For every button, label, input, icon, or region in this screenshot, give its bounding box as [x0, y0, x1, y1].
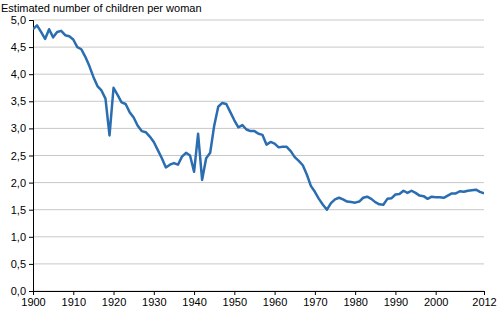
x-axis: 1900 1910 1920 1930 1940 1950 1960 1970 1980 1990… [21, 291, 496, 308]
x-tick: 2012 [472, 291, 496, 308]
y-tick: 3,0 [11, 122, 33, 134]
tick-mark [355, 291, 356, 295]
x-tick: 1970 [303, 291, 327, 308]
axis-title: Estimated number of children per woman [1, 2, 202, 14]
tick-label: 1950 [223, 296, 247, 308]
plot: 0,00,51,01,52,02,53,03,54,04,55,01900191… [11, 14, 497, 308]
y-tick: 3,5 [11, 95, 33, 107]
grid-line [33, 182, 484, 183]
tick-label: 2,5 [11, 150, 26, 162]
tick-mark [29, 47, 33, 48]
grid-line [33, 155, 484, 156]
tick-mark [114, 291, 115, 295]
tick-mark [315, 291, 316, 295]
tick-label: 5,0 [11, 14, 26, 26]
tick-mark [29, 74, 33, 75]
x-tick: 1930 [142, 291, 166, 308]
x-tick: 1900 [21, 291, 45, 308]
tick-mark [275, 291, 276, 295]
y-tick: 2,0 [11, 177, 33, 189]
tick-label: 3,5 [11, 95, 26, 107]
y-tick: 4,5 [11, 41, 33, 53]
tick-mark [484, 291, 485, 295]
x-tick: 1950 [223, 291, 247, 308]
grid-line [33, 128, 484, 129]
tick-label: 1980 [343, 296, 367, 308]
x-tick: 1990 [384, 291, 408, 308]
tick-label: 0,5 [11, 258, 26, 270]
tick-mark [29, 210, 33, 211]
tick-mark [29, 264, 33, 265]
marks [33, 25, 484, 209]
tick-mark [29, 183, 33, 184]
tick-label: 2000 [424, 296, 448, 308]
x-tick: 1920 [102, 291, 126, 308]
y-tick: 2,5 [11, 150, 33, 162]
x-tick: 1910 [62, 291, 86, 308]
tick-mark [436, 291, 437, 295]
y-tick: 5,0 [11, 14, 33, 26]
tick-mark [33, 291, 34, 295]
y-tick: 4,0 [11, 68, 33, 80]
tick-mark [29, 128, 33, 129]
tick-mark [395, 291, 396, 295]
tick-label: 1970 [303, 296, 327, 308]
x-tick: 1980 [343, 291, 367, 308]
x-tick: 1960 [263, 291, 287, 308]
grid [33, 20, 484, 291]
tick-label: 1920 [102, 296, 126, 308]
tick-mark [234, 291, 235, 295]
grid-line [33, 236, 484, 237]
tick-label: 1960 [263, 296, 287, 308]
axis-line [34, 292, 485, 296]
tick-label: 2,0 [11, 177, 26, 189]
series-line [33, 25, 484, 209]
tick-mark [29, 237, 33, 238]
tick-label: 1990 [384, 296, 408, 308]
y-tick: 1,5 [11, 204, 33, 216]
tick-label: 4,5 [11, 41, 26, 53]
chart: 0,00,51,01,52,02,53,03,54,04,55,01900191… [0, 0, 498, 312]
tick-label: 1930 [142, 296, 166, 308]
grid-line [33, 74, 484, 75]
y-tick: 0,5 [11, 258, 33, 270]
grid-line [33, 20, 484, 21]
y-axis: 0,00,51,01,52,02,53,03,54,04,55,0 [11, 14, 34, 297]
tick-mark [194, 291, 195, 295]
x-tick: 1940 [182, 291, 206, 308]
tick-label: 4,0 [11, 68, 26, 80]
grid-line [33, 101, 484, 102]
tick-mark [29, 156, 33, 157]
tick-label: 1910 [62, 296, 86, 308]
axis-line [29, 21, 34, 292]
tick-label: 1,5 [11, 204, 26, 216]
grid-line [33, 47, 484, 48]
y-tick: 1,0 [11, 231, 33, 243]
tick-label: 1,0 [11, 231, 26, 243]
x-tick: 2000 [424, 291, 448, 308]
tick-mark [29, 101, 33, 102]
tick-label: 1900 [21, 296, 45, 308]
tick-mark [73, 291, 74, 295]
tick-label: 2012 [472, 296, 496, 308]
tick-label: 3,0 [11, 122, 26, 134]
tick-mark [29, 291, 33, 292]
tick-label: 1940 [182, 296, 206, 308]
tick-mark [29, 20, 33, 21]
grid-line [33, 209, 484, 210]
tick-mark [154, 291, 155, 295]
grid-line [33, 263, 484, 264]
